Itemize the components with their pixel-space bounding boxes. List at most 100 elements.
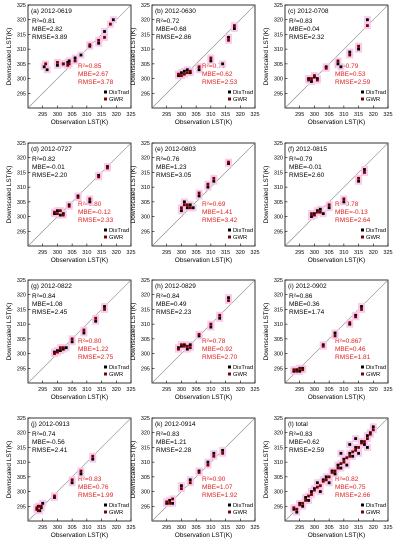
gwr-point: [36, 509, 40, 513]
distrad-point: [324, 65, 328, 69]
x-tick-label: 305: [192, 112, 201, 118]
y-tick-label: 325: [17, 141, 26, 147]
distrad-point: [354, 313, 358, 317]
y-tick-label: 325: [274, 141, 283, 147]
distrad-point: [197, 194, 201, 198]
y-tick-label: 315: [141, 445, 150, 451]
gwr-stat: R²=0.78: [202, 338, 226, 345]
distrad-stat: R²=0.79: [289, 156, 313, 163]
distrad-point: [191, 206, 195, 210]
x-tick-label: 295: [295, 250, 304, 256]
x-tick-label: 305: [68, 250, 77, 256]
panel-title: (l) total: [288, 421, 308, 428]
x-tick-label: 295: [162, 250, 171, 256]
gwr-point: [197, 471, 201, 474]
distrad-point: [357, 47, 360, 51]
distrad-point: [313, 487, 316, 491]
scatter-panel: 295 300 305 310 315 320 325 295 300 305 310 315 320 3…: [130, 141, 260, 264]
legend-marker: [228, 97, 231, 101]
gwr-point: [363, 171, 366, 174]
gwr-point: [336, 59, 340, 63]
distrad-point: [371, 425, 375, 429]
y-tick-label: 300: [17, 77, 26, 83]
gwr-point: [109, 22, 112, 26]
y-axis-label: Downscaled LST(K): [6, 303, 13, 361]
gwr-point: [295, 507, 299, 511]
point-layer: [307, 165, 368, 221]
gwr-point: [318, 210, 322, 214]
x-tick-label: 320: [112, 387, 121, 393]
gwr-point: [88, 197, 92, 201]
gwr-stat: R²=0.85: [78, 63, 102, 70]
distrad-point: [188, 203, 192, 207]
y-tick-label: 300: [274, 352, 283, 358]
distrad-point: [366, 18, 369, 22]
distrad-stat: MBE=-0.01: [289, 164, 322, 171]
distrad-stat: RMSE=2.60: [289, 172, 325, 179]
distrad-point: [292, 507, 296, 511]
gwr-stat: RMSE=2.75: [78, 354, 114, 361]
x-axis-label: Observation LST(K): [51, 394, 108, 401]
legend-marker: [228, 365, 231, 369]
distrad-point: [227, 162, 230, 165]
distrad-point: [368, 431, 372, 435]
scatter-panel: 295 300 305 310 315 320 325 295 300 305 310 315 320 3…: [263, 3, 393, 126]
x-tick-label: 320: [369, 387, 378, 393]
distrad-point: [348, 451, 352, 455]
gwr-point: [324, 478, 328, 482]
distrad-point: [321, 478, 325, 482]
distrad-point: [177, 74, 180, 78]
gwr-stat: RMSE=1.92: [202, 492, 238, 499]
y-tick-label: 315: [274, 170, 283, 176]
x-tick-label: 295: [38, 112, 47, 118]
y-tick-label: 300: [274, 77, 283, 83]
y-tick-label: 325: [141, 3, 150, 9]
distrad-point: [53, 350, 56, 354]
distrad-point: [56, 63, 59, 67]
x-tick-label: 295: [162, 387, 171, 393]
y-tick-label: 320: [274, 431, 283, 437]
distrad-point: [321, 343, 325, 347]
y-tick-label: 310: [141, 185, 150, 191]
x-tick-label: 315: [354, 525, 363, 531]
gwr-point: [324, 66, 328, 70]
gwr-point: [371, 428, 375, 432]
gwr-point: [227, 299, 230, 302]
x-tick-label: 320: [112, 525, 121, 531]
x-axis-label: Observation LST(K): [308, 257, 365, 264]
gwr-stat: R²=0.80: [78, 338, 102, 345]
gwr-point: [336, 466, 340, 470]
gwr-point: [180, 487, 183, 491]
x-tick-label: 320: [369, 525, 378, 531]
y-tick-label: 315: [274, 445, 283, 451]
distrad-point: [66, 60, 70, 64]
y-tick-label: 320: [274, 293, 283, 299]
legend-label: DisTrad: [109, 503, 129, 509]
x-tick-label: 295: [162, 525, 171, 531]
x-tick-label: 310: [206, 112, 215, 118]
distrad-point: [73, 56, 77, 60]
y-axis-label: Downscaled LST(K): [6, 28, 13, 86]
distrad-stat: RMSE=2.45: [32, 309, 68, 316]
y-tick-label: 320: [274, 18, 283, 24]
legend-label: GWR: [233, 235, 247, 241]
distrad-point: [307, 499, 310, 502]
gwr-point: [221, 451, 225, 455]
x-axis-label: Observation LST(K): [308, 119, 365, 126]
gwr-point: [61, 346, 65, 350]
distrad-stat: MBE=2.82: [32, 26, 63, 33]
legend-label: DisTrad: [366, 90, 386, 96]
distrad-point: [185, 347, 189, 351]
gwr-stat: MBE=-0.13: [335, 209, 368, 216]
gwr-point: [348, 53, 352, 57]
y-tick-label: 305: [274, 62, 283, 68]
distrad-point: [61, 347, 65, 351]
distrad-point: [298, 501, 302, 505]
gwr-point: [360, 308, 363, 311]
distrad-point: [56, 349, 59, 353]
x-tick-label: 295: [295, 112, 304, 118]
distrad-stat: MBE=1.21: [156, 439, 187, 446]
y-tick-label: 310: [274, 322, 283, 328]
distrad-point: [70, 340, 74, 344]
y-tick-label: 300: [141, 490, 150, 496]
